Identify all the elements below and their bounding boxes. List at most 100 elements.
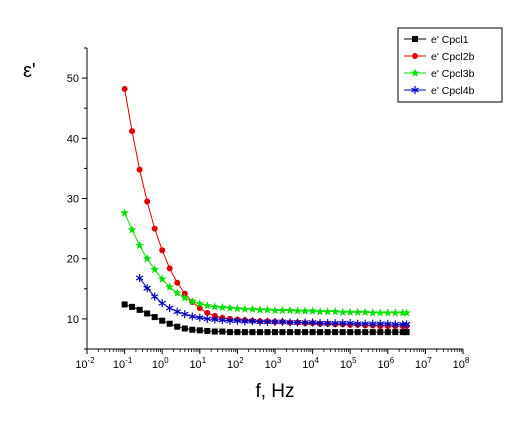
x-tick-label: 10-2	[75, 356, 95, 371]
data-point	[302, 329, 309, 336]
data-point	[204, 309, 211, 316]
legend-item-3: e' Cpcl3b	[404, 68, 475, 80]
data-point	[174, 279, 181, 286]
data-point	[159, 317, 166, 324]
data-point	[211, 328, 218, 335]
data-point	[121, 301, 128, 308]
data-point	[166, 320, 173, 327]
data-point	[369, 329, 376, 336]
data-point	[293, 306, 302, 315]
data-point	[323, 319, 332, 328]
data-point	[129, 128, 136, 135]
data-point	[241, 317, 249, 326]
data-point	[383, 308, 393, 317]
data-point	[300, 306, 310, 315]
data-point	[293, 318, 302, 327]
data-point	[402, 308, 411, 317]
series-line	[139, 277, 407, 325]
data-point	[151, 314, 158, 321]
data-point	[129, 303, 136, 310]
data-point	[241, 329, 248, 336]
data-point	[390, 308, 400, 317]
data-point	[218, 316, 227, 325]
x-tick-label: 102	[227, 356, 244, 371]
data-point	[345, 307, 355, 316]
data-point	[338, 307, 348, 316]
legend-marker	[412, 53, 418, 59]
data-point	[315, 307, 325, 316]
data-point	[339, 329, 346, 336]
data-point	[399, 329, 406, 336]
data-point	[287, 329, 294, 336]
data-point	[187, 296, 197, 306]
y-tick-label: 50	[67, 73, 79, 85]
x-tick-label: 105	[340, 356, 357, 371]
data-point	[166, 265, 173, 272]
legend: e' Cpcl1 e' Cpcl2b e' Cpcl3b e' Cpcl4b	[397, 27, 503, 103]
data-point	[211, 315, 219, 324]
data-point	[159, 247, 166, 254]
x-tick-label: 108	[453, 356, 470, 371]
data-point	[136, 306, 143, 313]
data-point	[180, 310, 189, 319]
data-point	[180, 293, 190, 302]
data-point	[309, 329, 316, 336]
legend-label: e' Cpcl3b	[431, 68, 475, 80]
data-point	[151, 225, 158, 232]
data-point	[398, 308, 408, 317]
data-point	[368, 308, 378, 317]
data-point	[362, 329, 369, 336]
data-point	[285, 305, 295, 315]
x-axis-title: f, Hz	[255, 381, 294, 402]
data-point	[120, 208, 129, 217]
data-point	[263, 317, 272, 326]
x-tick-label: 104	[302, 356, 319, 371]
data-point	[271, 317, 279, 326]
data-point	[203, 314, 212, 323]
legend-marker	[410, 68, 420, 77]
data-point	[324, 329, 331, 336]
data-point	[144, 310, 151, 317]
data-point	[347, 329, 354, 336]
series-1	[121, 301, 410, 336]
data-point	[165, 282, 175, 291]
data-point	[272, 329, 278, 336]
data-point	[219, 328, 226, 335]
data-point	[226, 316, 234, 325]
data-point	[354, 329, 361, 336]
data-point	[240, 304, 250, 313]
data-point	[308, 318, 317, 327]
x-tick-label: 101	[189, 356, 206, 371]
data-point	[384, 329, 391, 336]
data-point	[256, 329, 263, 336]
data-point	[234, 329, 241, 336]
data-point	[204, 327, 211, 334]
data-point	[361, 319, 369, 328]
data-point	[172, 288, 182, 297]
data-point	[331, 319, 339, 328]
data-point	[317, 329, 324, 336]
data-point	[377, 329, 384, 336]
series-2	[121, 85, 410, 330]
data-point	[384, 319, 392, 328]
legend-label: e' Cpcl4b	[431, 85, 475, 97]
data-point	[403, 329, 410, 336]
x-tick-label: 106	[377, 356, 394, 371]
data-point	[353, 307, 363, 316]
data-point	[323, 307, 332, 316]
data-point	[360, 307, 370, 316]
x-tick-label: 100	[152, 356, 169, 371]
data-point	[144, 198, 151, 205]
data-point	[158, 299, 166, 308]
data-point	[392, 329, 399, 336]
legend-label: e' Cpcl2b	[431, 51, 475, 63]
data-point	[286, 318, 294, 327]
data-point	[308, 306, 317, 315]
legend-label: e' Cpcl1	[431, 34, 469, 46]
data-point	[150, 292, 159, 301]
series-line	[124, 88, 407, 327]
data-point	[255, 305, 265, 314]
series-4	[135, 273, 411, 329]
y-tick-label: 10	[67, 314, 79, 326]
